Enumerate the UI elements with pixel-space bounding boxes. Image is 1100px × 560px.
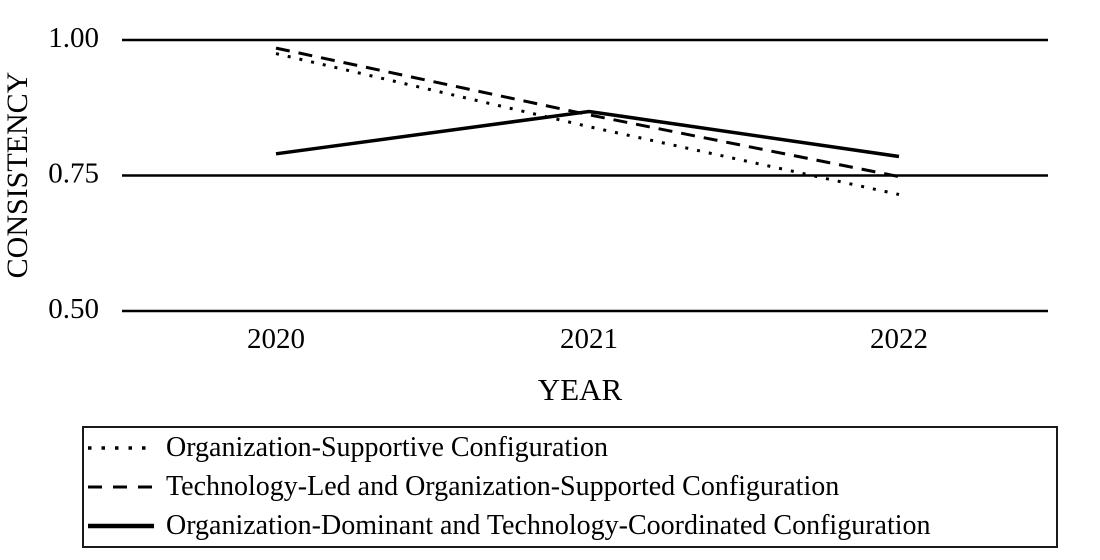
legend-label: Organization-Supportive Configuration [166,431,608,463]
legend-item: Organization-Supportive Configuration [84,429,1056,467]
y-axis-title: CONSISTENCY [1,71,34,279]
legend-sample-solid-line [88,524,154,529]
series-line-dashed [275,46,900,179]
x-tick-label: 2021 [560,323,618,355]
x-axis-title: YEAR [537,372,623,407]
y-tick-label: 0.75 [48,158,99,190]
y-tick-label: 0.50 [48,293,99,325]
legend-label: Organization-Dominant and Technology-Coo… [166,510,931,542]
legend-sample-dashed-line [88,485,154,489]
x-tick-label: 2022 [870,323,928,355]
series-line-dotted [275,52,900,196]
chart-legend: Organization-Supportive Configuration Tec… [82,426,1058,548]
legend-sample-dotted-line [88,445,154,450]
x-tick-label: 2020 [247,323,305,355]
legend-item: Organization-Dominant and Technology-Coo… [84,507,1056,545]
y-tick-label: 1.00 [48,22,99,54]
chart-canvas: 1.00 0.75 0.50 2020 2021 2022 [48,22,1048,355]
series-line-solid [275,109,900,159]
legend-label: Technology-Led and Organization-Supporte… [166,470,840,502]
legend-item: Technology-Led and Organization-Supporte… [84,468,1056,506]
